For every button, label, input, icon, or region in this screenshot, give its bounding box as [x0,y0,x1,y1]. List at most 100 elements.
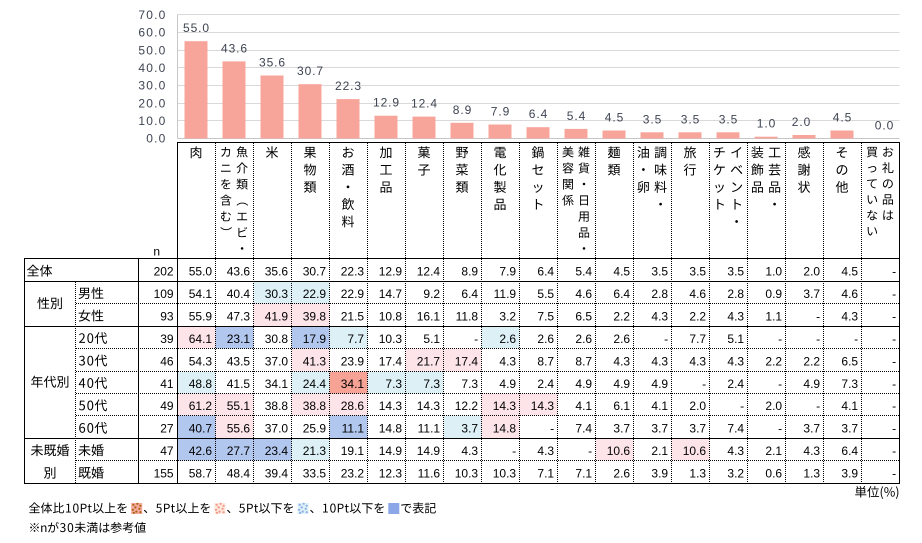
svg-text:12.4: 12.4 [417,265,441,279]
svg-text:12.9: 12.9 [379,265,403,279]
svg-text:14.9: 14.9 [417,444,441,458]
svg-text:-: - [702,377,706,391]
svg-text:12.3: 12.3 [379,467,403,481]
svg-text:-: - [816,332,820,346]
svg-text:0.6: 0.6 [765,467,782,481]
svg-text:3.5: 3.5 [727,265,744,279]
svg-text:4.1: 4.1 [575,399,592,413]
svg-text:12.2: 12.2 [455,399,479,413]
svg-text:3.7: 3.7 [841,422,858,436]
svg-text:10.3: 10.3 [493,467,517,481]
svg-text:8.9: 8.9 [461,265,478,279]
svg-text:2.6: 2.6 [575,332,592,346]
svg-text:50.0: 50.0 [138,43,166,57]
svg-text:43.5: 43.5 [227,354,251,368]
svg-text:-: - [816,399,820,413]
svg-text:-: - [740,399,744,413]
svg-text:48.8: 48.8 [189,377,213,391]
svg-text:22.9: 22.9 [341,287,365,301]
svg-text:14.8: 14.8 [493,422,517,436]
svg-text:2.0: 2.0 [792,115,811,129]
svg-text:3.2: 3.2 [727,467,744,481]
svg-text:17.9: 17.9 [303,332,327,346]
svg-text:2.2: 2.2 [803,354,820,368]
svg-text:4.9: 4.9 [575,377,592,391]
svg-text:5.4: 5.4 [567,109,586,123]
svg-text:4.3: 4.3 [727,310,744,324]
svg-text:n: n [153,245,160,259]
svg-text:8.7: 8.7 [537,354,554,368]
svg-text:2.6: 2.6 [613,332,630,346]
svg-text:23.1: 23.1 [227,332,251,346]
svg-text:48.4: 48.4 [227,467,251,481]
svg-text:-: - [778,377,782,391]
svg-text:3.7: 3.7 [689,422,706,436]
svg-text:-: - [778,332,782,346]
svg-text:-: - [892,265,896,279]
svg-text:41.3: 41.3 [303,354,327,368]
svg-text:14.3: 14.3 [531,399,555,413]
svg-text:10.3: 10.3 [455,467,479,481]
svg-text:2.4: 2.4 [727,377,744,391]
svg-text:2.8: 2.8 [651,287,668,301]
svg-text:25.9: 25.9 [303,422,327,436]
svg-text:7.3: 7.3 [461,377,478,391]
svg-text:42.6: 42.6 [189,444,213,458]
svg-text:4.5: 4.5 [841,265,858,279]
svg-text:19.1: 19.1 [341,444,365,458]
svg-text:41: 41 [160,377,174,391]
svg-text:1.3: 1.3 [803,467,820,481]
svg-text:11.9: 11.9 [494,287,517,301]
svg-text:34.1: 34.1 [341,377,365,391]
svg-text:5.5: 5.5 [537,287,554,301]
svg-text:6.4: 6.4 [461,287,478,301]
svg-text:7.9: 7.9 [499,265,516,279]
svg-text:21.3: 21.3 [303,444,327,458]
svg-text:1.3: 1.3 [689,467,706,481]
svg-text:4.3: 4.3 [689,354,706,368]
svg-text:47: 47 [160,444,174,458]
svg-text:4.5: 4.5 [605,111,624,125]
svg-text:3.7: 3.7 [651,422,668,436]
svg-text:6.4: 6.4 [613,287,630,301]
svg-text:3.7: 3.7 [803,287,820,301]
svg-text:30.8: 30.8 [265,332,289,346]
svg-text:8.7: 8.7 [575,354,592,368]
svg-text:47.3: 47.3 [227,310,251,324]
svg-text:70.0: 70.0 [138,8,166,22]
svg-text:14.8: 14.8 [379,422,403,436]
svg-text:3.5: 3.5 [651,265,668,279]
svg-text:6.4: 6.4 [529,107,548,121]
svg-text:7.4: 7.4 [575,422,592,436]
svg-text:21.5: 21.5 [341,310,365,324]
svg-text:4.1: 4.1 [841,399,858,413]
svg-text:6.5: 6.5 [575,310,592,324]
svg-text:4.3: 4.3 [651,354,668,368]
svg-text:-: - [892,422,896,436]
svg-text:10.6: 10.6 [683,444,707,458]
svg-text:4.3: 4.3 [841,310,858,324]
svg-text:11.1: 11.1 [418,422,441,436]
svg-text:4.5: 4.5 [833,111,852,125]
svg-text:3.9: 3.9 [651,467,668,481]
svg-text:14.7: 14.7 [379,287,403,301]
svg-text:-: - [550,422,554,436]
svg-text:46: 46 [160,354,174,368]
svg-text:38.8: 38.8 [303,399,327,413]
svg-text:2.6: 2.6 [613,467,630,481]
svg-text:8.9: 8.9 [453,103,472,117]
svg-text:28.6: 28.6 [341,399,365,413]
svg-text:3.5: 3.5 [689,265,706,279]
svg-text:6.5: 6.5 [841,354,858,368]
svg-text:2.2: 2.2 [689,310,706,324]
svg-text:33.5: 33.5 [303,467,327,481]
svg-text:10.0: 10.0 [138,114,166,128]
svg-text:-: - [892,467,896,481]
svg-text:39: 39 [160,332,174,346]
svg-text:-: - [892,377,896,391]
svg-text:4.3: 4.3 [803,444,820,458]
svg-text:6.1: 6.1 [613,399,630,413]
svg-text:2.0: 2.0 [803,265,820,279]
svg-text:35.6: 35.6 [259,56,286,70]
svg-text:39.4: 39.4 [265,467,289,481]
